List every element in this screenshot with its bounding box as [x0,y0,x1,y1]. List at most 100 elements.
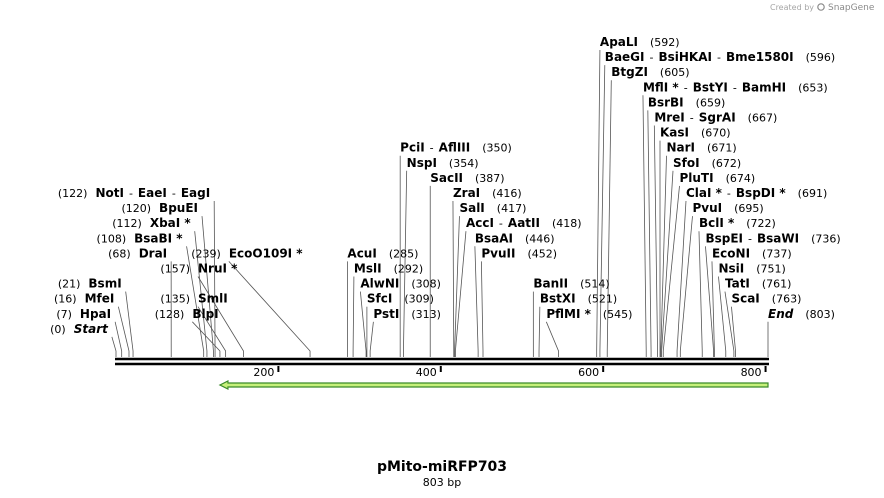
site-position: (122) [58,187,88,200]
site-end[interactable]: End (803) [768,307,835,321]
leader-line-pluti [662,185,680,357]
site-mfli[interactable]: MflI * - BstYI - BamHI (653) [643,80,828,94]
site-baegi[interactable]: BaeGI - BsiHKAI - Bme1580I (596) [605,50,835,64]
enzyme-name: BtgZI [611,65,648,79]
enzyme-name: BamHI [742,80,786,94]
leader-line-start [111,336,117,357]
site-mfei[interactable]: (16) MfeI [54,292,114,306]
site-scai[interactable]: ScaI (763) [731,292,801,306]
site-nari[interactable]: NarI (671) [667,141,737,155]
leader-line-sfoi [661,170,674,357]
site-position: (354) [449,157,479,170]
site-position: (308) [411,278,441,291]
site-msli[interactable]: MslI (292) [354,262,423,276]
enzyme-name: AccI [466,216,494,230]
site-sfoi[interactable]: SfoI (672) [673,156,741,170]
site-pflmi[interactable]: PflMI * (545) [546,307,632,321]
leader-line-blpi [192,321,221,357]
enzyme-name: KasI [660,126,689,140]
name-separator: - [733,81,737,94]
site-position: (695) [734,202,764,215]
enzyme-name: PstI [373,307,399,321]
site-position: (7) [56,308,72,321]
site-mrei[interactable]: MreI - SgrAI (667) [654,111,777,125]
site-sali[interactable]: SalI (417) [459,201,526,215]
site-alwni[interactable]: AlwNI (308) [360,277,441,291]
site-bsabi[interactable]: (108) BsaBI * [97,231,184,245]
site-apali[interactable]: ApaLI (592) [600,35,680,49]
site-pluti[interactable]: PluTI (674) [679,171,755,185]
leader-line-baegi [599,65,606,357]
name-separator: - [430,142,434,155]
site-drai[interactable]: (68) DraI [108,246,167,260]
site-sfci[interactable]: SfcI (309) [367,292,434,306]
enzyme-name: NspI [407,156,437,170]
site-bsrbi[interactable]: BsrBI (659) [648,95,725,109]
leader-line-zrai [452,200,455,357]
site-smli[interactable]: (135) SmlI [160,292,227,306]
site-xbai[interactable]: (112) XbaI * [112,216,191,230]
site-position: (736) [811,232,841,245]
enzyme-name: EagI [181,186,210,200]
site-acui[interactable]: AcuI (285) [347,246,418,260]
tick-label-600: 600 [578,366,599,379]
feature-arrow [218,380,769,390]
site-bcli[interactable]: BclI * (722) [699,216,776,230]
site-sacii[interactable]: SacII (387) [430,171,504,185]
snapgene-logo-icon [817,3,825,11]
site-pvui[interactable]: PvuI (695) [692,201,763,215]
enzyme-name: PflMI * [546,307,591,321]
site-nrui[interactable]: (157) NruI * [160,262,238,276]
site-ecoo109i[interactable]: (239) EcoO109I * [191,246,303,260]
site-bsaai[interactable]: BsaAI (446) [475,231,555,245]
credit-brand: SnapGene [828,3,875,13]
enzyme-name: SalI [459,201,484,215]
leader-line-ecoo109i [228,261,311,357]
enzyme-name: EcoO109I * [229,246,303,260]
enzyme-name: ClaI * [686,186,723,200]
site-start[interactable]: (0) Start [50,322,109,336]
site-position: (751) [756,263,786,276]
name-separator: - [690,112,694,125]
enzyme-name: BstXI [540,292,576,306]
leader-line-bspei [705,246,714,357]
site-econi[interactable]: EcoNI (737) [712,246,792,260]
site-banii[interactable]: BanII (514) [533,277,609,291]
site-pcii[interactable]: PciI - AflIII (350) [400,141,512,155]
enzyme-name: BspDI * [736,186,786,200]
site-nspi[interactable]: NspI (354) [407,156,479,170]
site-position: (761) [762,278,792,291]
site-tati[interactable]: TatI (761) [725,277,792,291]
site-acci[interactable]: AccI - AatII (418) [466,216,582,230]
leader-line-msli [352,276,355,357]
site-position: (545) [603,308,633,321]
enzyme-name: PluTI [679,171,713,185]
enzyme-name: ApaLI [600,35,638,49]
site-noti[interactable]: (122) NotI - EaeI - EagI [58,186,210,200]
site-nsii[interactable]: NsiI (751) [718,262,785,276]
site-psti[interactable]: PstI (313) [373,307,441,321]
leader-line-bsabi [186,246,205,357]
site-position: (108) [97,232,127,245]
site-hpai[interactable]: (7) HpaI [56,307,111,321]
site-bpuei[interactable]: (120) BpuEI [121,201,198,215]
site-position: (0) [50,323,66,336]
site-zrai[interactable]: ZraI (416) [453,186,522,200]
enzyme-name: Bme1580I [726,50,794,64]
leader-line-pflmi [545,321,559,357]
name-separator: - [684,81,688,94]
site-bspei[interactable]: BspEI - BsaWI (736) [705,231,840,245]
site-bstxi[interactable]: BstXI (521) [540,292,617,306]
site-btgzi[interactable]: BtgZI (605) [611,65,689,79]
site-kasi[interactable]: KasI (670) [660,126,731,140]
leader-line-nari [660,155,667,357]
leader-line-psti [369,321,374,357]
site-bsmi[interactable]: (21) BsmI [58,277,122,291]
site-clai[interactable]: ClaI * - BspDI * (691) [686,186,827,200]
site-pvuii[interactable]: PvuII (452) [481,246,557,260]
site-position: (21) [58,278,81,291]
leader-line-smli [197,306,227,357]
enzyme-name: BsrBI [648,95,684,109]
site-blpi[interactable]: (128) BlpI [155,307,219,321]
